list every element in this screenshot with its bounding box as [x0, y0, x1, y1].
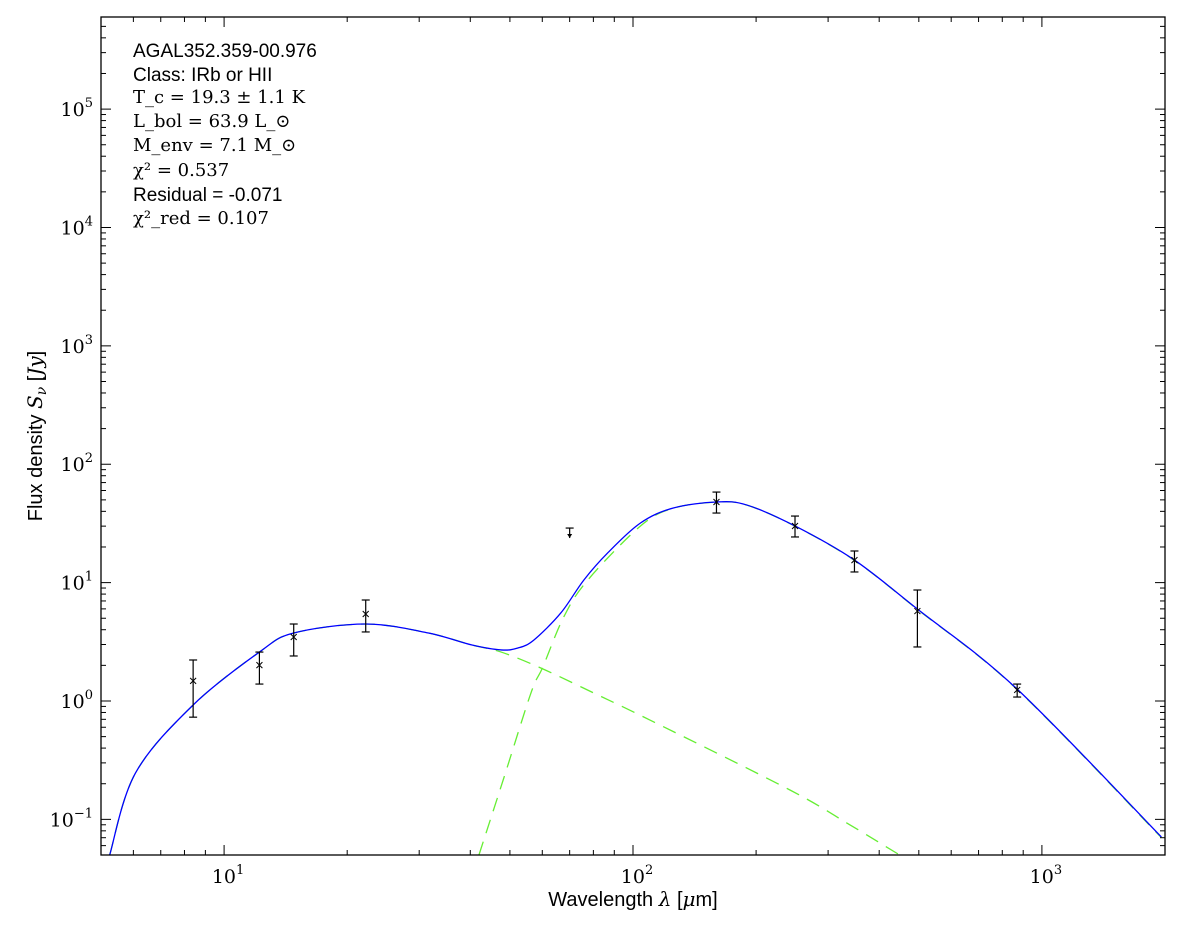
model-component-curve	[109, 623, 901, 855]
point-marker	[290, 633, 298, 641]
point-marker	[713, 498, 720, 506]
y-tick-label: 101	[61, 570, 93, 595]
annotation-menv: M_env = 7.1 M_⊙	[133, 135, 297, 156]
plot-frame	[100, 16, 1166, 856]
data-point	[850, 550, 859, 573]
y-tick-label: 104	[61, 214, 93, 239]
annotation-source: AGAL352.359-00.976	[133, 41, 317, 62]
data-point	[289, 623, 298, 657]
x-tick-label: 101	[212, 863, 244, 888]
data-point	[712, 491, 721, 514]
point-marker	[189, 677, 197, 685]
annotation-chi2red: χ²_red = 0.107	[133, 208, 269, 229]
y-axis-label: Flux density Sν [Jy]	[23, 351, 50, 522]
model-total-curve	[109, 501, 1162, 855]
point-marker	[256, 661, 263, 669]
point-marker	[851, 556, 858, 564]
annotation-tc: T_c = 19.3 ± 1.1 K	[133, 87, 306, 108]
data-point	[361, 599, 370, 633]
upper-limit-arrow	[567, 534, 573, 539]
upper-limit	[565, 527, 574, 539]
data-point	[1013, 683, 1022, 698]
data-point	[255, 651, 264, 685]
point-marker	[362, 610, 370, 618]
point-marker	[791, 522, 799, 530]
annotation-chi2: χ² = 0.537	[133, 160, 230, 181]
x-tick-label: 103	[1030, 863, 1062, 888]
y-tick-label: 103	[61, 333, 93, 358]
annotation-lbol: L_bol = 63.9 L_⊙	[133, 111, 291, 132]
y-tick-label: 105	[61, 96, 93, 121]
model-component-curve	[478, 501, 1162, 855]
data-point	[189, 659, 198, 718]
point-marker	[914, 607, 921, 615]
point-marker	[1013, 686, 1021, 694]
y-tick-label: 100	[61, 688, 93, 713]
y-tick-label: 102	[61, 451, 93, 476]
y-tick-label: 10−1	[50, 806, 93, 831]
annotation-residual: Residual = -0.071	[133, 185, 283, 206]
x-tick-label: 102	[621, 863, 653, 888]
annotation-class: Class: IRb or HII	[133, 65, 273, 86]
data-point	[791, 515, 800, 538]
x-axis-label: Wavelength λ [μm]	[548, 887, 717, 911]
data-point	[913, 589, 922, 648]
